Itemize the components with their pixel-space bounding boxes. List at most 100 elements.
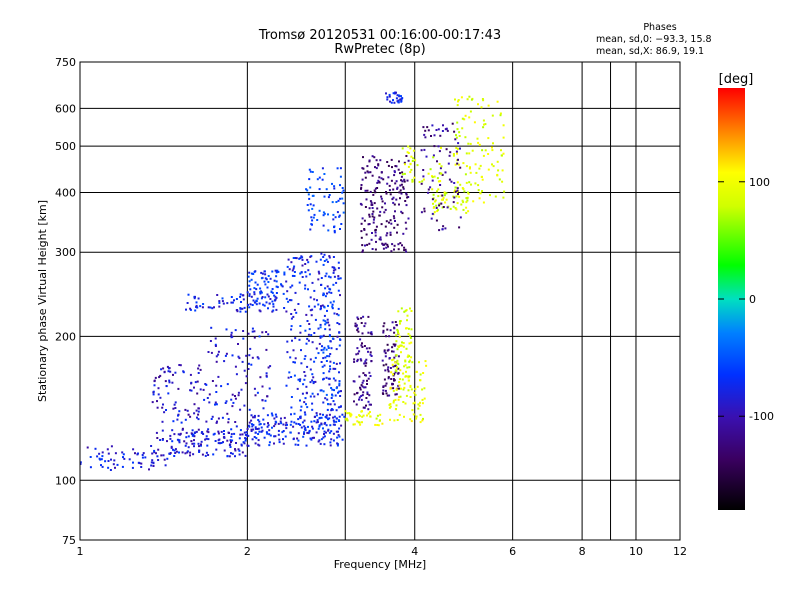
data-point xyxy=(439,172,442,175)
data-point xyxy=(306,431,309,434)
data-point xyxy=(380,177,383,180)
data-point xyxy=(159,439,162,441)
data-point xyxy=(167,367,170,370)
data-point xyxy=(365,233,368,236)
data-point xyxy=(152,390,155,393)
data-point xyxy=(444,171,447,174)
data-point xyxy=(100,464,102,467)
data-point xyxy=(399,378,401,381)
data-point xyxy=(414,393,417,396)
data-point xyxy=(356,329,359,332)
data-point xyxy=(436,190,438,193)
data-point xyxy=(498,178,501,181)
data-point xyxy=(164,464,167,467)
data-point xyxy=(356,420,359,423)
y-tick-label: 100 xyxy=(55,474,76,487)
data-point xyxy=(378,238,381,241)
data-point xyxy=(434,200,436,203)
data-point xyxy=(172,407,175,410)
data-point xyxy=(432,154,435,157)
data-point xyxy=(292,425,295,428)
data-point xyxy=(334,367,337,370)
data-point xyxy=(253,336,256,339)
data-point xyxy=(315,421,318,424)
data-point xyxy=(306,320,309,322)
data-point xyxy=(402,187,405,190)
data-point xyxy=(323,195,326,198)
data-point xyxy=(478,167,481,170)
data-point xyxy=(154,376,157,379)
data-point xyxy=(287,300,290,303)
data-point xyxy=(335,387,338,390)
data-point xyxy=(209,340,212,342)
data-point xyxy=(263,270,266,273)
data-point xyxy=(413,391,416,394)
data-point xyxy=(217,350,220,353)
data-point xyxy=(333,225,336,228)
data-point xyxy=(411,180,414,183)
data-point xyxy=(500,154,503,157)
data-point xyxy=(263,280,266,283)
data-point xyxy=(334,394,337,397)
data-point xyxy=(259,292,262,295)
data-point xyxy=(385,363,388,366)
data-point xyxy=(249,288,252,291)
data-point xyxy=(392,350,395,353)
data-point xyxy=(366,189,369,192)
data-point xyxy=(186,450,189,453)
data-point xyxy=(257,357,260,360)
data-point xyxy=(465,206,468,209)
data-point xyxy=(386,328,389,331)
data-point xyxy=(187,293,190,296)
data-point xyxy=(462,162,465,165)
data-point xyxy=(206,397,209,399)
x-tick-label: 6 xyxy=(509,545,516,558)
data-point xyxy=(464,136,467,139)
data-point xyxy=(414,159,417,162)
data-point xyxy=(361,415,364,418)
data-point xyxy=(250,423,253,426)
data-point xyxy=(421,419,424,422)
data-point xyxy=(101,465,104,468)
data-point xyxy=(226,412,229,415)
data-point xyxy=(290,413,292,416)
data-point xyxy=(98,457,101,460)
chart-title: Tromsø 20120531 00:16:00-00:17:43 xyxy=(258,28,502,43)
data-point xyxy=(339,184,341,187)
data-point xyxy=(404,248,407,251)
data-point xyxy=(293,308,296,311)
data-point xyxy=(251,425,254,428)
data-point xyxy=(310,438,313,441)
data-point xyxy=(456,121,459,124)
data-point xyxy=(157,459,160,461)
data-point xyxy=(163,370,166,373)
data-point xyxy=(465,201,468,204)
data-point xyxy=(217,375,220,378)
data-point xyxy=(370,238,373,241)
data-point xyxy=(449,151,452,154)
data-point xyxy=(401,97,404,100)
data-point xyxy=(481,178,484,181)
data-point xyxy=(280,284,283,287)
data-point xyxy=(189,308,192,311)
data-point xyxy=(96,455,99,458)
data-point xyxy=(368,371,371,374)
data-point xyxy=(293,265,296,268)
data-point xyxy=(248,280,251,283)
data-point xyxy=(472,200,475,203)
data-point xyxy=(303,428,306,431)
data-point xyxy=(195,430,198,433)
data-point xyxy=(406,179,409,182)
data-point xyxy=(214,440,217,442)
data-point xyxy=(106,448,109,451)
data-point xyxy=(388,93,391,96)
x-axis-label: Frequency [MHz] xyxy=(334,558,426,571)
data-point xyxy=(405,227,408,230)
data-point xyxy=(297,423,300,425)
data-point xyxy=(240,301,242,303)
data-point xyxy=(332,432,335,435)
data-point xyxy=(247,368,250,370)
data-point xyxy=(459,183,462,186)
data-point xyxy=(382,247,385,250)
